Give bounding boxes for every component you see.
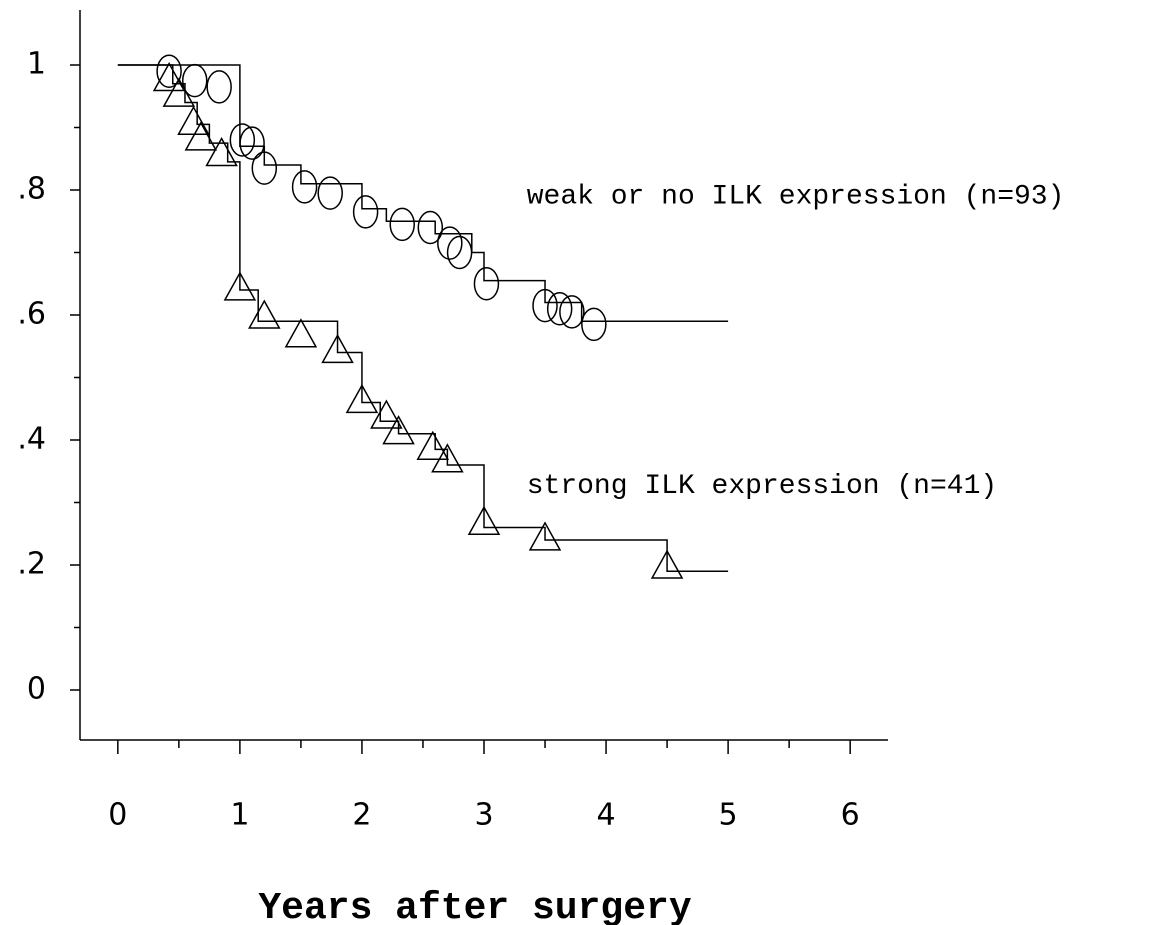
x-tick-label: 5 (719, 798, 738, 833)
y-tick-label: .2 (17, 547, 46, 582)
x-tick-label: 1 (230, 798, 249, 833)
censor-circle (317, 176, 343, 210)
survival-curve (117, 64, 729, 322)
censor-circle (417, 210, 444, 245)
censor-circle (291, 170, 318, 204)
censor-triangle (345, 383, 379, 414)
censor-triangle (162, 77, 196, 107)
censor-triangle (382, 415, 415, 445)
y-tick-label: .6 (17, 297, 46, 332)
y-tick-label: 1 (27, 47, 46, 82)
censor-circle (181, 63, 208, 98)
censor-circle (446, 235, 473, 270)
x-tick-label: 4 (597, 798, 616, 833)
censor-circle (581, 307, 607, 342)
series-label: strong ILK expression (n=41) (527, 471, 997, 502)
censor-circle (559, 295, 585, 329)
x-axis-label: Years after surgery (258, 887, 691, 925)
censor-circle (156, 54, 182, 88)
x-tick-label: 3 (474, 798, 493, 833)
censor-triangle (467, 505, 501, 535)
y-tick-label: .8 (17, 172, 46, 207)
x-tick-label: 6 (841, 798, 860, 833)
censor-triangle (223, 271, 257, 301)
censor-circle (473, 267, 500, 301)
censor-circle (532, 288, 558, 323)
series-label: weak or no ILK expression (n=93) (527, 182, 1065, 213)
censor-circle (437, 226, 463, 260)
censor-triangle (248, 299, 281, 329)
x-tick-label: 0 (108, 798, 127, 833)
y-tick-label: 0 (27, 672, 46, 707)
censor-triangle (431, 443, 464, 473)
censor-triangle (370, 399, 403, 429)
censor-circle (239, 126, 265, 160)
censor-triangle (177, 105, 210, 135)
censor-circle (546, 292, 573, 326)
censor-circle (251, 151, 278, 185)
censor-triangle (650, 549, 684, 579)
censor-circle (352, 195, 379, 229)
censor-triangle (416, 430, 450, 460)
censor-triangle (321, 333, 354, 364)
censor-triangle (284, 318, 318, 348)
censor-circle (389, 207, 415, 242)
censor-triangle (152, 61, 186, 92)
x-tick-label: 2 (352, 798, 371, 833)
censor-triangle (528, 521, 562, 551)
censor-circle (206, 70, 232, 104)
censor-triangle (184, 121, 218, 151)
censor-circle (229, 123, 256, 157)
censor-triangle (205, 136, 238, 167)
y-tick-label: .4 (17, 422, 46, 457)
